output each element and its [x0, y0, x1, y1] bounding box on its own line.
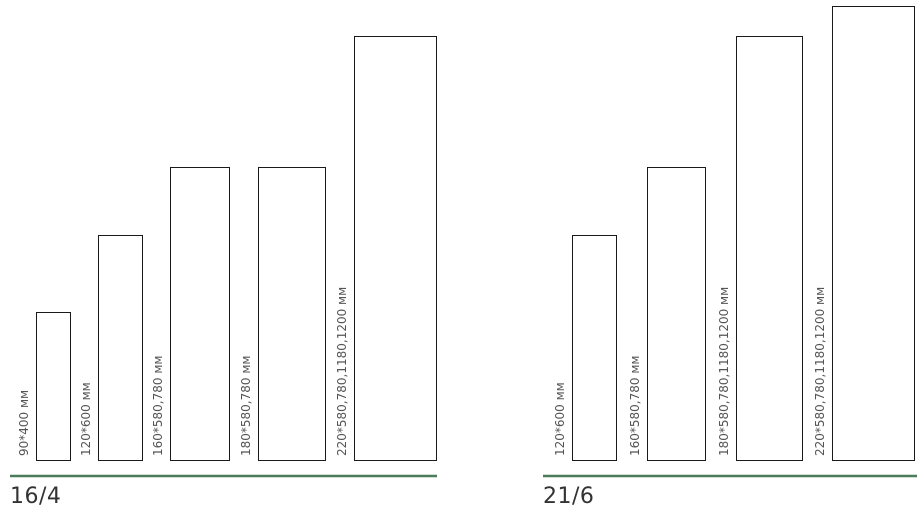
- bar-2-1: [572, 235, 617, 461]
- bar-1-2: [98, 235, 143, 461]
- bar-1-3: [170, 167, 230, 461]
- bar-label-2-2: 160*580,780 мм: [628, 356, 642, 456]
- bar-1-5: [354, 36, 437, 461]
- bar-label-2-3: 180*580,780,1180,1200 мм: [717, 287, 731, 456]
- bar-label-1-4: 180*580,780 мм: [239, 356, 253, 456]
- bar-1-4: [258, 167, 326, 461]
- group-title-21-6: 21/6: [543, 484, 595, 509]
- bar-2-4: [832, 6, 915, 461]
- group-title-16-4: 16/4: [10, 484, 62, 509]
- bar-1-1: [36, 312, 71, 461]
- bar-label-1-3: 160*580,780 мм: [151, 356, 165, 456]
- bar-2-3: [736, 36, 803, 461]
- bar-label-1-5: 220*580,780,1180,1200 мм: [335, 287, 349, 456]
- bar-2-2: [647, 167, 706, 461]
- bar-label-1-1: 90*400 мм: [17, 390, 31, 456]
- bar-label-2-4: 220*580,780,1180,1200 мм: [813, 287, 827, 456]
- bar-label-1-2: 120*600 мм: [79, 382, 93, 456]
- bar-label-2-1: 120*600 мм: [553, 382, 567, 456]
